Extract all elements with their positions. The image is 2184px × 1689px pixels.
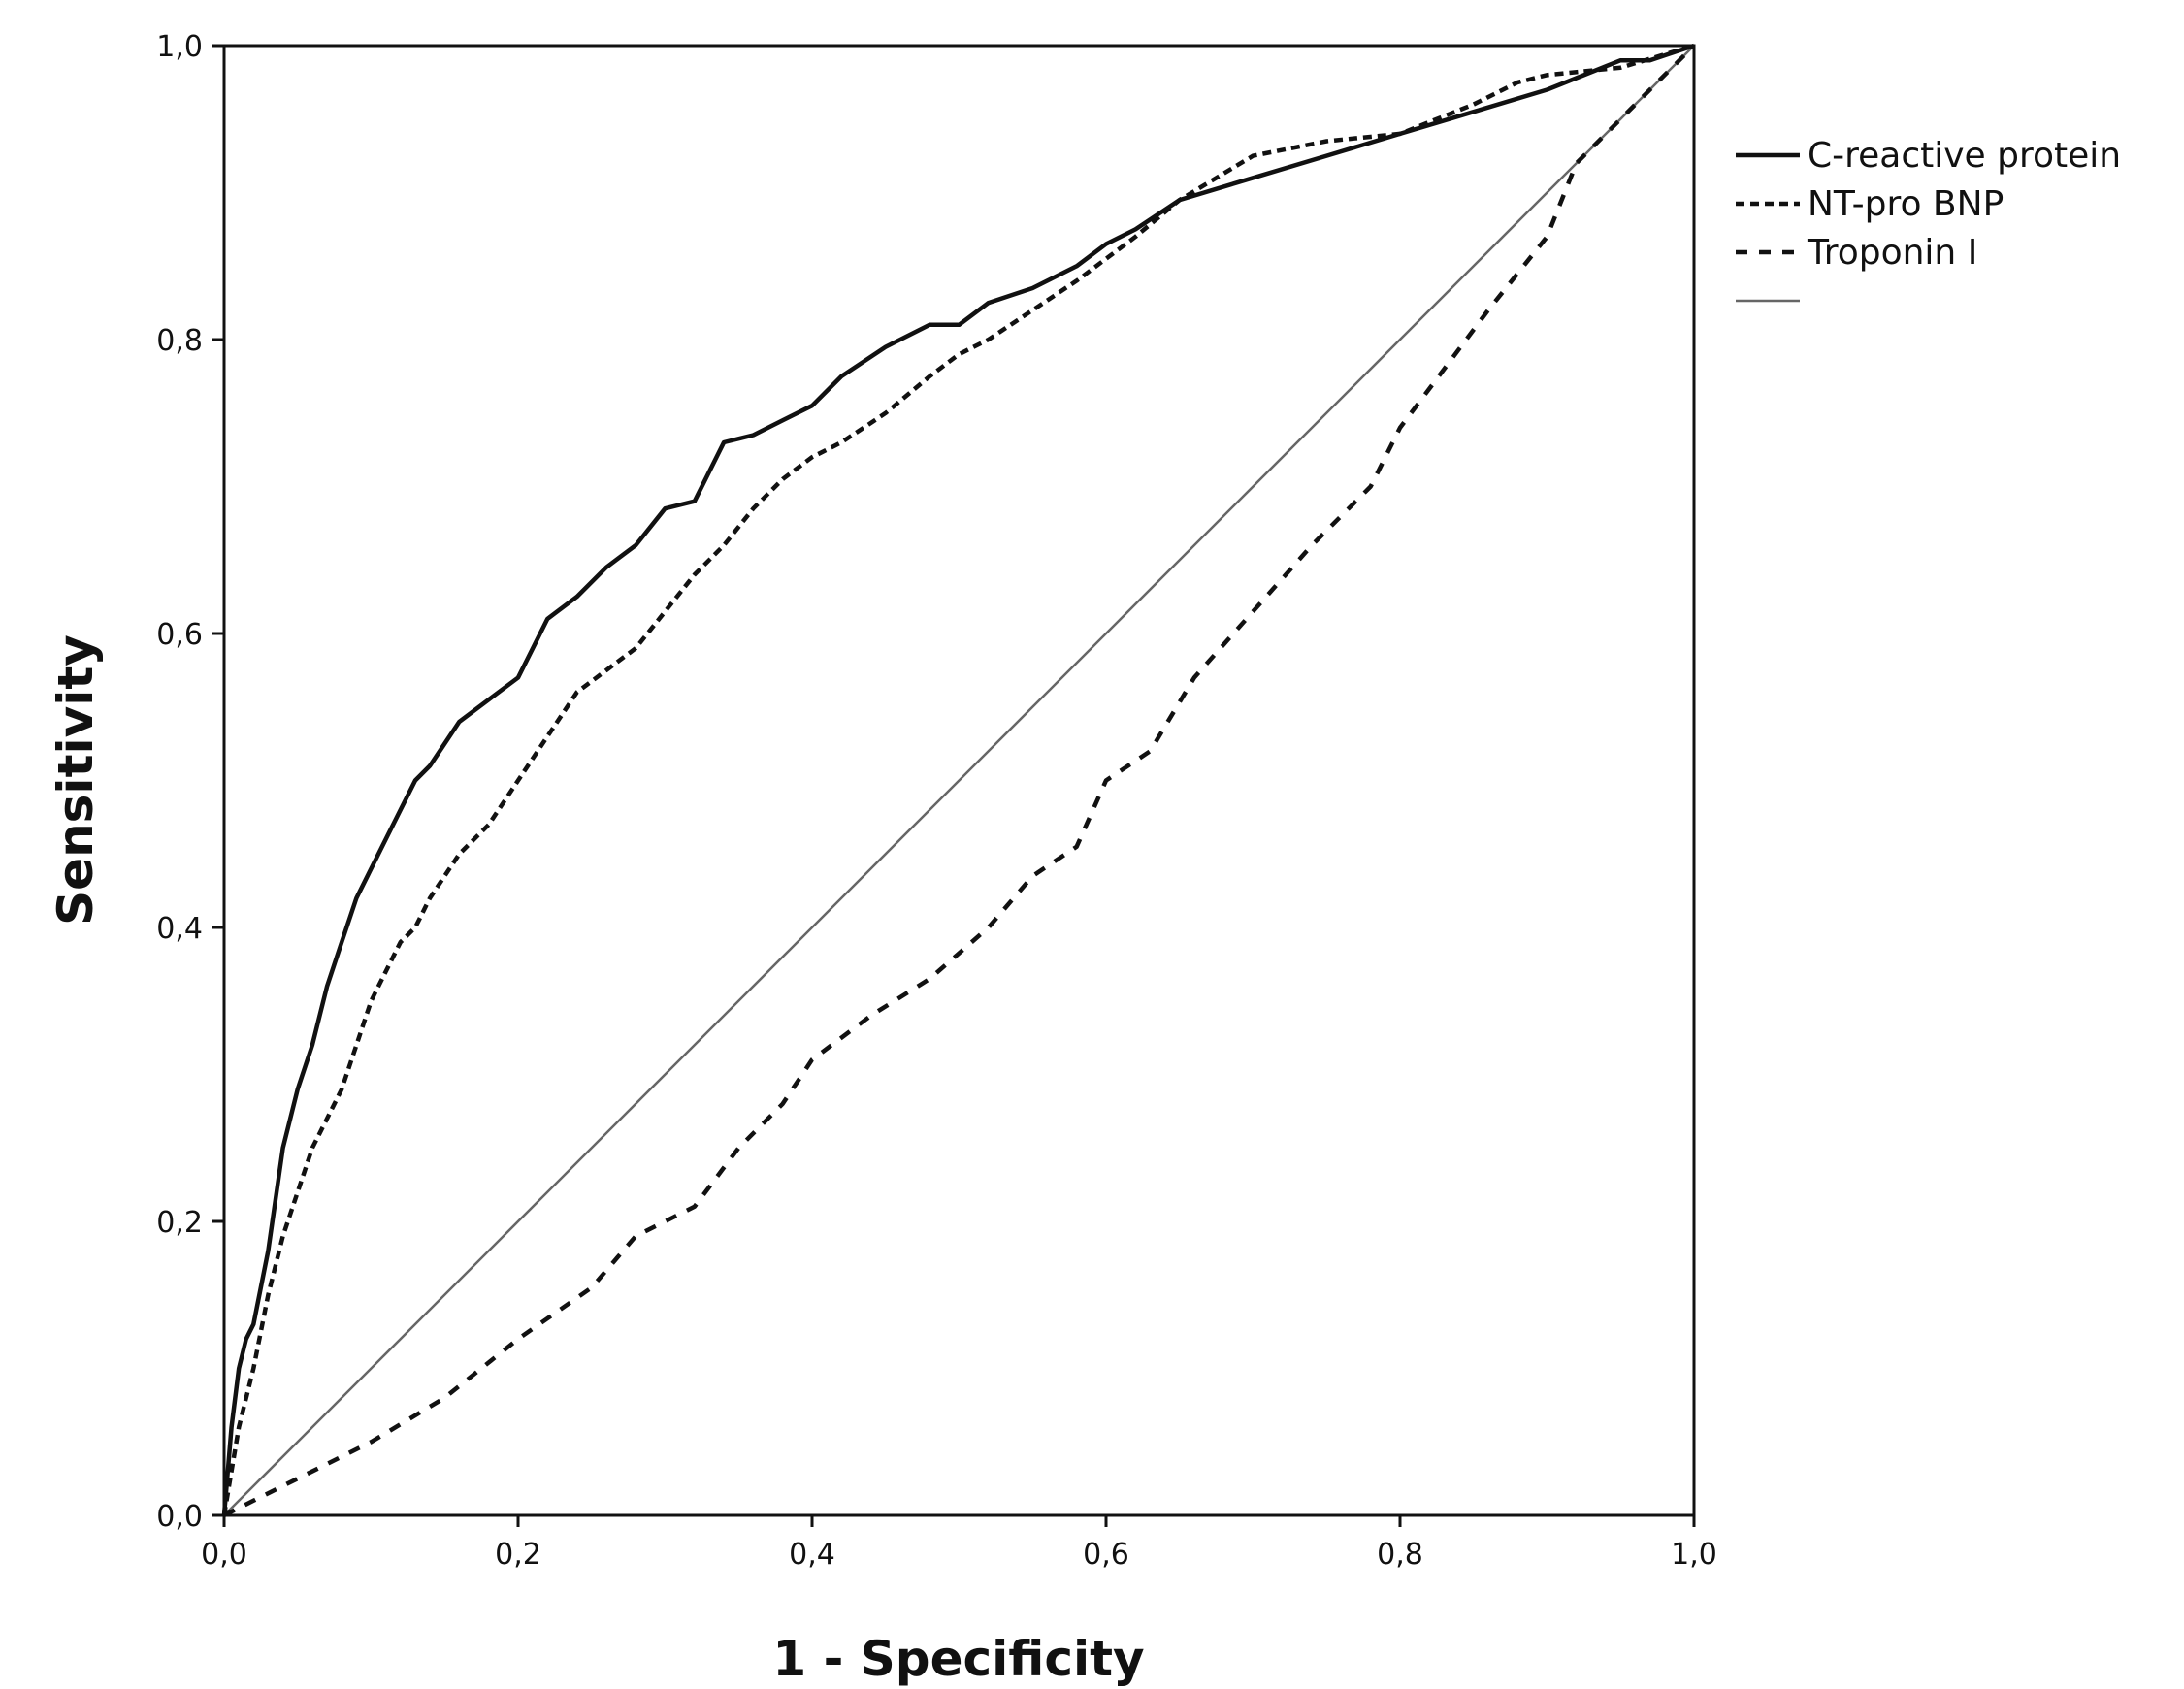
legend-label-nt-pro-bnp: NT-pro BNP — [1808, 184, 2004, 224]
y-tick-label: 1,0 — [156, 30, 203, 64]
y-tick-label: 0,6 — [156, 618, 203, 652]
x-tick-label: 0,8 — [1377, 1538, 1423, 1572]
y-tick-label: 0,8 — [156, 324, 203, 358]
x-tick-label: 1,0 — [1671, 1538, 1717, 1572]
series-line-c-reactive-protein — [221, 43, 1695, 1516]
x-tick-label: 0,4 — [789, 1538, 835, 1572]
series-line-nt-pro-bnp — [221, 43, 1695, 1516]
legend: C-reactive protein NT-pro BNP Troponin I — [1736, 136, 2121, 303]
y-axis-ticks: 0,0 0,2 0,4 0,6 0,8 1,0 — [156, 30, 224, 1534]
plot-frame — [222, 44, 1696, 1517]
y-tick-label: 0,2 — [156, 1206, 203, 1240]
x-tick-label: 0,2 — [495, 1538, 541, 1572]
y-tick-label: 0,0 — [156, 1500, 203, 1534]
series-line-reference-diagonal — [223, 45, 1695, 1516]
x-axis-title: 1 - Specificity — [772, 1631, 1144, 1687]
y-tick-label: 0,4 — [156, 912, 203, 946]
x-tick-label: 0,6 — [1083, 1538, 1129, 1572]
series-layer — [221, 43, 1696, 1518]
x-tick-label: 0,0 — [201, 1538, 247, 1572]
x-axis-ticks: 0,0 0,2 0,4 0,6 0,8 1,0 — [201, 1515, 1717, 1572]
legend-label-troponin-i: Troponin I — [1807, 233, 1977, 273]
y-axis-title: Sensitivity — [48, 634, 104, 926]
legend-label-c-reactive-protein: C-reactive protein — [1808, 136, 2121, 176]
